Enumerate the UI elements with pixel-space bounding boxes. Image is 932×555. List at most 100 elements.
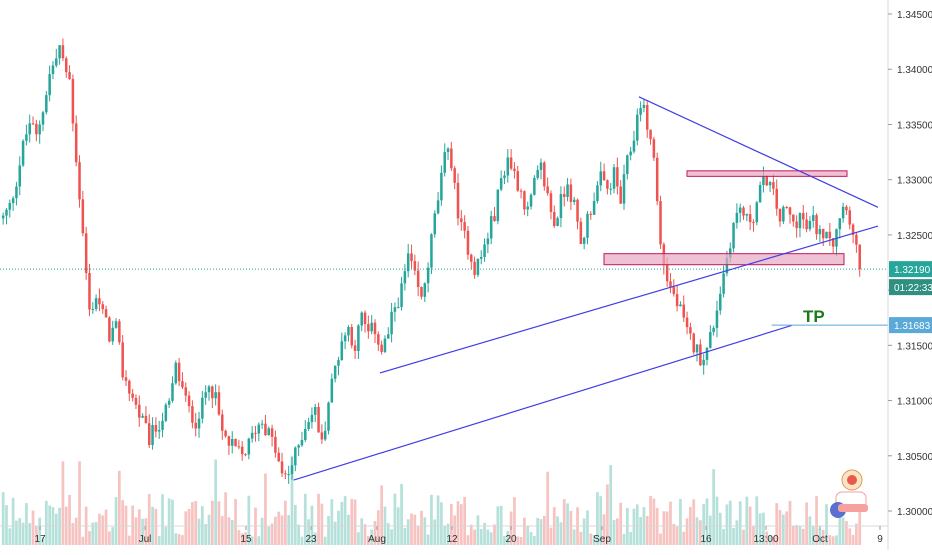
volume-bar [307, 519, 310, 545]
candle [141, 413, 144, 419]
candle [533, 175, 536, 196]
volume-bar [406, 519, 410, 545]
svg-text:1.31683: 1.31683 [894, 321, 931, 332]
candle [337, 356, 340, 376]
volume-bar [539, 519, 543, 545]
candle [765, 175, 769, 187]
volume-bar [851, 534, 855, 545]
candle [748, 205, 752, 231]
volume-bar [277, 511, 281, 545]
volume-bar [665, 511, 669, 545]
candle [134, 394, 138, 410]
candle [310, 407, 314, 429]
volume-bar [416, 525, 420, 545]
volume-bar [403, 527, 407, 545]
candle [616, 157, 619, 195]
candle [742, 205, 745, 220]
volume-bar [848, 528, 852, 545]
volume-bar [798, 525, 802, 545]
volume-bar [11, 497, 15, 545]
volume-bar [234, 499, 237, 545]
volume-bar [562, 499, 566, 545]
candle [323, 421, 327, 442]
candle [576, 198, 579, 230]
volume-bar [197, 518, 201, 545]
trendline[interactable] [293, 324, 792, 481]
candle [147, 414, 151, 448]
candle [506, 149, 510, 183]
resistance-zone[interactable] [686, 170, 848, 177]
time-tick-label: 23 [305, 534, 317, 545]
candle [609, 183, 612, 195]
volume-bar [715, 496, 719, 545]
volume-bar [184, 511, 188, 545]
volume-bar [645, 515, 649, 545]
volume-bar [619, 502, 623, 545]
candle [586, 211, 589, 245]
candle [373, 319, 377, 344]
candle [307, 417, 310, 432]
candle [652, 136, 656, 161]
volume-bar [194, 501, 198, 545]
candle [277, 447, 280, 462]
volume-bar [815, 496, 818, 545]
volume-bar [669, 501, 672, 545]
candle [705, 347, 709, 366]
volume-bar [582, 518, 586, 545]
candle [821, 228, 825, 247]
volume-bar [612, 520, 616, 545]
volume-bar [679, 498, 682, 545]
candle [592, 192, 596, 215]
volume-bar [493, 524, 496, 545]
volume-bar [181, 535, 184, 545]
volume-bar [1, 492, 5, 545]
support-zone[interactable] [603, 253, 845, 266]
candle [423, 282, 427, 302]
flag-icon[interactable] [830, 469, 868, 518]
candle [636, 108, 639, 146]
volume-bar [559, 522, 563, 545]
volume-bar [274, 516, 277, 545]
volume-bar [247, 495, 251, 545]
candle [460, 210, 463, 231]
time-tick-label: 17 [34, 534, 46, 545]
trendline[interactable] [638, 96, 879, 208]
candle [138, 395, 141, 427]
volume-bar [147, 494, 151, 545]
candle [230, 431, 234, 454]
volume-bar [390, 529, 393, 545]
candle [503, 170, 506, 185]
candle [254, 425, 257, 442]
candle [383, 335, 387, 354]
candle [347, 325, 350, 342]
volume-bar [845, 521, 848, 545]
volume-bar [805, 502, 808, 545]
volume-bar [755, 496, 759, 545]
trendline[interactable] [379, 225, 879, 374]
candle [735, 203, 739, 229]
candle [486, 232, 490, 254]
volume-bar [708, 515, 712, 545]
candle [795, 215, 798, 238]
svg-text:1.32190: 1.32190 [894, 265, 931, 276]
volume-bar [596, 492, 599, 545]
time-tick-label: Sep [593, 534, 611, 545]
volume-bar [533, 535, 536, 545]
volume-bar [293, 504, 297, 545]
volume-bar [41, 536, 45, 545]
volume-bar [68, 494, 71, 545]
volume-bar [297, 524, 300, 545]
time-tick-label: Jul [139, 534, 152, 545]
volume-bar [141, 518, 144, 545]
candle [778, 208, 782, 227]
volume-bar [818, 528, 822, 545]
candle [470, 253, 473, 270]
candle [815, 213, 818, 240]
candle [55, 48, 58, 68]
volume-bar [546, 471, 549, 545]
candle [11, 196, 15, 211]
volume-bar [616, 518, 619, 545]
candle [549, 190, 553, 220]
